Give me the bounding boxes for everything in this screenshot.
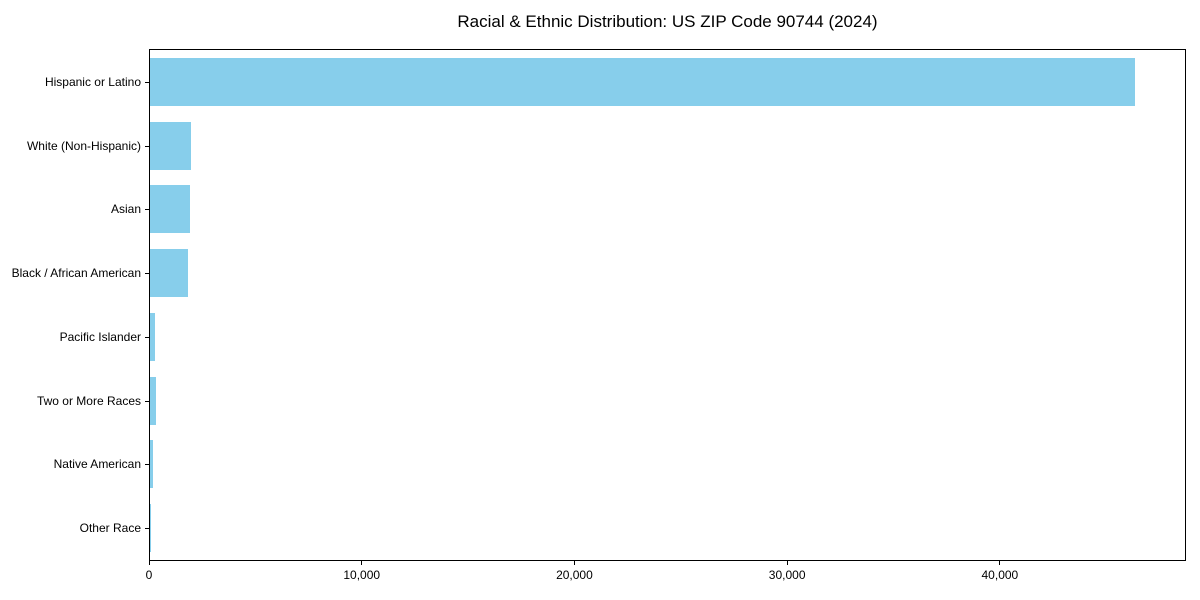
x-axis: 0 10,000 20,000 30,000 40,000	[145, 561, 1186, 593]
y-tick	[145, 528, 149, 530]
y-tick	[145, 145, 149, 147]
y-tick	[145, 400, 149, 402]
bar-row: Hispanic or Latino	[45, 50, 1185, 114]
bar	[150, 121, 192, 170]
bar	[150, 185, 190, 234]
y-tick	[145, 81, 149, 83]
x-tick-label: 40,000	[981, 568, 1019, 582]
bar-row: Native American	[54, 433, 1185, 497]
category-label: Other Race	[79, 521, 141, 536]
x-tick	[361, 561, 363, 565]
bar-row: Other Race	[80, 496, 1185, 560]
plot-area: Hispanic or Latino White (Non-Hispanic) As…	[12, 49, 1186, 561]
bar	[150, 57, 1136, 106]
x-tick-label: 0	[145, 568, 153, 582]
bar-row: Two or More Races	[37, 369, 1185, 433]
x-tick	[148, 561, 150, 565]
bar-row: Black / African American	[12, 241, 1185, 305]
bar	[150, 312, 156, 361]
category-label: Pacific Islander	[59, 329, 141, 344]
category-label: Hispanic or Latino	[44, 74, 141, 89]
bar	[150, 504, 151, 553]
x-tick	[573, 561, 575, 565]
bar-row: Asian	[111, 178, 1185, 242]
x-tick-label: 20,000	[556, 568, 593, 582]
bar	[150, 440, 153, 489]
x-tick-label: 30,000	[768, 568, 806, 582]
bar-row: White (Non-Hispanic)	[27, 114, 1185, 178]
chart-title: Racial & Ethnic Distribution: US ZIP Cod…	[457, 12, 878, 31]
x-tick	[999, 561, 1001, 565]
bar	[150, 249, 189, 298]
bar-row: Pacific Islander	[60, 305, 1185, 369]
x-tick-label: 10,000	[343, 568, 381, 582]
y-tick	[145, 209, 149, 211]
category-label: Black / African American	[11, 266, 141, 281]
category-label: Native American	[53, 457, 141, 472]
y-tick	[145, 273, 149, 275]
y-tick	[145, 336, 149, 338]
category-label: Two or More Races	[36, 393, 141, 408]
category-label: White (Non-Hispanic)	[26, 138, 141, 153]
x-tick	[786, 561, 788, 565]
bar	[150, 376, 157, 425]
y-tick	[145, 464, 149, 466]
category-label: Asian	[110, 202, 141, 217]
